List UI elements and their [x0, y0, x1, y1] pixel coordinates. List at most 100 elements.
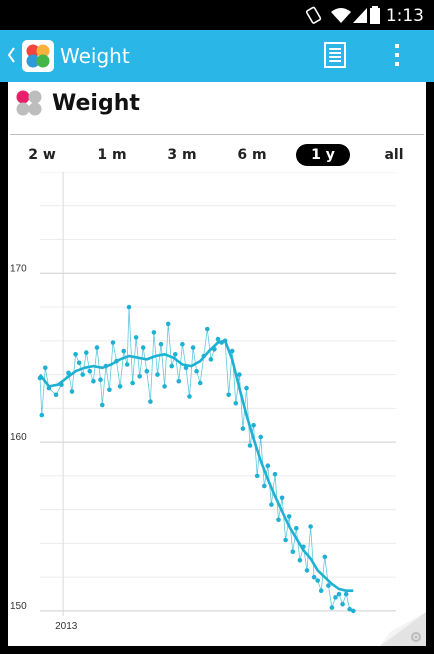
data-point: [254, 473, 260, 479]
data-point: [126, 304, 132, 310]
data-point: [286, 514, 292, 519]
data-point: [59, 382, 64, 387]
page-title: Weight: [52, 91, 140, 116]
data-point: [162, 384, 167, 389]
y-tick-label: 170: [10, 263, 27, 274]
data-point: [226, 392, 231, 398]
data-point: [219, 340, 224, 345]
content-area: Weight 2 w 1 m 3 m 6 m 1 y all 2013 170 16…: [8, 82, 426, 646]
data-point: [176, 379, 182, 384]
data-point: [183, 365, 189, 371]
data-point: [265, 463, 271, 469]
back-chevron-icon[interactable]: [6, 46, 16, 64]
data-point: [205, 326, 210, 332]
data-point: [46, 385, 52, 391]
data-point: [169, 363, 174, 369]
data-point: [114, 358, 119, 364]
range-tab-2w[interactable]: 2 w: [28, 147, 56, 163]
data-point: [208, 357, 214, 362]
data-point: [222, 338, 228, 344]
data-point: [194, 368, 199, 374]
data-point: [197, 380, 203, 386]
data-point: [333, 595, 338, 600]
rotation-lock-icon: [305, 6, 322, 24]
data-point: [173, 352, 178, 357]
data-point: [315, 578, 321, 583]
data-point: [297, 558, 303, 563]
data-point: [148, 399, 153, 404]
wifi-icon: [331, 8, 351, 23]
data-point: [144, 368, 150, 374]
data-point: [187, 394, 192, 399]
data-point: [53, 392, 59, 398]
data-point: [98, 377, 103, 382]
data-point: [165, 321, 171, 327]
data-point: [322, 554, 328, 560]
action-bar: Weight: [0, 30, 434, 82]
data-point: [100, 402, 105, 408]
data-point: [237, 372, 242, 377]
data-point: [329, 605, 335, 610]
data-point: [39, 412, 45, 418]
y-tick-label: 160: [10, 432, 27, 443]
data-point: [347, 606, 353, 612]
data-point: [244, 385, 249, 391]
data-point: [311, 574, 317, 580]
app-title: Weight: [60, 44, 130, 68]
data-point: [43, 365, 48, 371]
data-point: [343, 591, 349, 597]
range-tab-1m[interactable]: 1 m: [97, 147, 127, 163]
range-tab-1y[interactable]: 1 y: [296, 144, 350, 166]
data-point: [107, 387, 112, 393]
range-tab-6m[interactable]: 6 m: [237, 147, 267, 163]
data-point: [276, 517, 281, 523]
data-point: [294, 525, 299, 531]
data-point: [76, 360, 82, 366]
data-point: [240, 426, 246, 431]
data-point: [155, 372, 160, 377]
data-point: [110, 340, 116, 345]
data-point: [84, 350, 89, 355]
data-point: [258, 434, 263, 440]
data-point: [66, 370, 71, 376]
data-point: [69, 389, 75, 394]
data-point: [233, 401, 239, 406]
data-point: [133, 335, 139, 340]
data-point: [73, 352, 78, 357]
data-point: [91, 379, 96, 384]
range-tab-all[interactable]: all: [384, 147, 404, 163]
data-point: [151, 330, 157, 335]
data-point: [87, 368, 93, 374]
data-point: [140, 345, 146, 350]
series-measurements-line: [39, 307, 354, 612]
x-tick-label: 2013: [55, 621, 78, 632]
settings-corner-icon[interactable]: [380, 612, 426, 646]
battery-icon: [370, 6, 380, 24]
data-point: [283, 537, 288, 543]
app-logo-icon[interactable]: [22, 40, 54, 72]
data-point: [37, 375, 43, 381]
overflow-menu-icon[interactable]: [392, 42, 402, 68]
data-point: [290, 549, 296, 555]
data-point: [94, 345, 100, 350]
y-tick-label: 150: [10, 601, 27, 612]
data-point: [215, 336, 221, 342]
data-point: [247, 443, 253, 448]
measurement-points: [37, 304, 356, 614]
data-point: [262, 483, 267, 489]
weight-chart[interactable]: 2013 170 160 150: [8, 172, 426, 646]
data-point: [351, 608, 356, 614]
range-tab-3m[interactable]: 3 m: [167, 147, 197, 163]
data-point: [308, 524, 313, 529]
data-point: [269, 502, 274, 507]
clock: 1:13: [385, 6, 424, 26]
data-point: [251, 422, 256, 428]
data-point: [212, 347, 217, 352]
data-point: [318, 588, 324, 593]
list-view-icon[interactable]: [324, 42, 346, 68]
data-point: [137, 374, 142, 379]
data-point: [279, 495, 285, 501]
series-trend-line: [38, 339, 354, 592]
status-bar: 1:13: [0, 0, 434, 30]
divider: [10, 134, 424, 135]
